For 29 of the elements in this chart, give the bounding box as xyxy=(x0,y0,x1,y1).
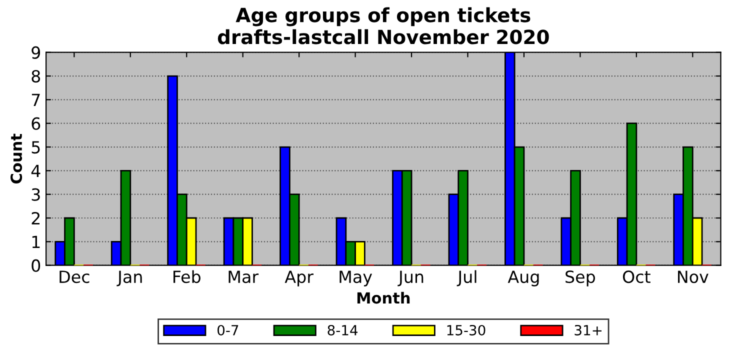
y-tick-label: 5 xyxy=(32,141,40,154)
x-tick-label: May xyxy=(340,270,372,286)
y-tick-label: 0 xyxy=(32,259,40,272)
legend-label: 8-14 xyxy=(328,324,358,336)
legend-label: 0-7 xyxy=(218,324,238,336)
x-axis-title: Month xyxy=(357,292,410,304)
x-tick-label: Aug xyxy=(508,270,539,286)
x-tick-label: Jun xyxy=(398,270,424,286)
y-tick-label: 4 xyxy=(31,164,40,178)
y-tick-label: 2 xyxy=(32,212,40,224)
x-tick-label: Oct xyxy=(622,270,650,284)
y-axis-title: Count xyxy=(10,134,22,184)
y-tick-label: 6 xyxy=(32,117,40,130)
y-tick-label: 3 xyxy=(32,188,40,201)
x-tick-label: Mar xyxy=(228,270,259,284)
x-tick-label: Feb xyxy=(174,270,200,284)
y-tick-label: 7 xyxy=(32,94,40,106)
x-tick-label: Sep xyxy=(566,270,595,286)
chart-title: Age groups of open tickets drafts-lastcall November 2020 xyxy=(218,7,549,44)
x-tick-label: Jul xyxy=(456,270,476,286)
legend-label: 31+ xyxy=(574,324,602,336)
legend-label: 15-30 xyxy=(447,324,486,336)
x-tick-label: Dec xyxy=(60,270,90,284)
x-tick-label: Apr xyxy=(284,270,314,286)
x-tick-label: Nov xyxy=(678,270,708,284)
x-tick-label: Jan xyxy=(116,270,142,286)
y-tick-label: 1 xyxy=(32,236,40,248)
y-tick-label: 8 xyxy=(32,70,40,83)
y-tick-label: 9 xyxy=(32,46,40,59)
